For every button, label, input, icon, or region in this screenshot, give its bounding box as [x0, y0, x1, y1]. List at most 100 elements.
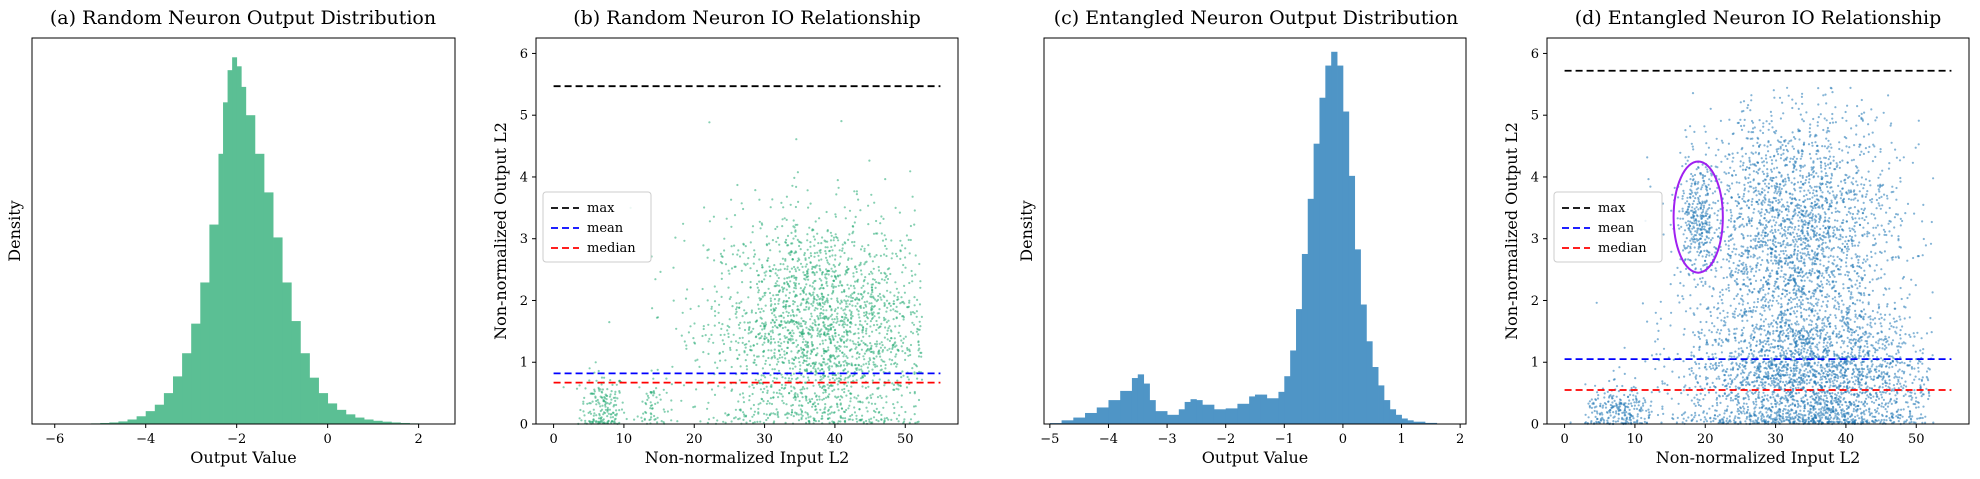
- scatter-point: [793, 176, 796, 179]
- scatter-point: [597, 401, 600, 404]
- scatter-point: [894, 355, 897, 358]
- scatter-point: [802, 375, 805, 378]
- scatter-point: [812, 281, 815, 284]
- scatter-point: [1853, 189, 1856, 192]
- scatter-point: [820, 242, 823, 245]
- scatter-point: [1702, 243, 1705, 246]
- scatter-point: [1699, 207, 1702, 210]
- scatter-point: [604, 408, 608, 411]
- scatter-point: [720, 255, 723, 258]
- scatter-point: [707, 323, 710, 326]
- scatter-point: [798, 244, 801, 248]
- scatter-point: [1771, 162, 1774, 165]
- scatter-point: [890, 239, 893, 242]
- scatter-point: [755, 282, 759, 286]
- scatter-point: [1914, 146, 1917, 149]
- scatter-point: [872, 324, 876, 327]
- scatter-point: [1737, 202, 1740, 205]
- scatter-point: [1700, 250, 1703, 253]
- scatter-point: [764, 359, 768, 362]
- scatter-point: [1882, 111, 1885, 114]
- scatter-point: [1815, 297, 1818, 300]
- scatter-point: [1730, 217, 1733, 220]
- scatter-point: [1812, 189, 1815, 192]
- scatter-point: [832, 263, 835, 267]
- scatter-point: [598, 414, 601, 417]
- scatter-point: [810, 312, 813, 315]
- scatter-point: [1751, 137, 1754, 140]
- scatter-point: [1697, 254, 1700, 257]
- scatter-point: [1791, 170, 1794, 174]
- scatter-point: [859, 304, 862, 308]
- scatter-point: [870, 312, 873, 315]
- scatter-point: [1799, 174, 1802, 177]
- scatter-point: [817, 295, 820, 298]
- scatter-point: [767, 257, 770, 260]
- scatter-point: [1846, 242, 1849, 246]
- scatter-point: [904, 256, 907, 259]
- scatter-point: [777, 415, 780, 419]
- scatter-point: [1906, 202, 1910, 205]
- scatter-point: [866, 344, 869, 347]
- scatter-point: [1821, 272, 1824, 275]
- x-tick-label: −2: [1216, 432, 1235, 447]
- scatter-point: [736, 183, 739, 187]
- scatter-point: [838, 323, 841, 326]
- scatter-point: [1704, 130, 1707, 133]
- scatter-point: [1777, 302, 1780, 305]
- scatter-point: [1813, 262, 1816, 265]
- scatter-point: [883, 253, 886, 256]
- scatter-point: [1823, 236, 1826, 239]
- scatter-point: [602, 411, 606, 414]
- scatter-point: [802, 353, 805, 356]
- scatter-point: [1794, 102, 1797, 105]
- scatter-point: [749, 349, 753, 352]
- scatter-point: [846, 283, 849, 286]
- scatter-point: [889, 291, 892, 294]
- scatter-point: [895, 287, 899, 290]
- scatter-point: [743, 309, 746, 312]
- scatter-point: [801, 351, 804, 354]
- scatter-point: [1764, 293, 1767, 296]
- scatter-point: [1832, 159, 1835, 162]
- scatter-point: [769, 330, 772, 333]
- scatter-point: [1743, 308, 1746, 311]
- scatter-point: [736, 291, 739, 294]
- scatter-point: [724, 359, 727, 362]
- scatter-point: [893, 294, 896, 297]
- scatter-point: [744, 245, 747, 248]
- scatter-point: [1781, 101, 1784, 104]
- scatter-point: [763, 278, 766, 281]
- scatter-point: [1817, 87, 1820, 90]
- scatter-point: [1821, 145, 1824, 148]
- histogram-bar: [1120, 390, 1133, 424]
- scatter-point: [1880, 195, 1883, 198]
- scatter-point: [1761, 231, 1764, 234]
- scatter-point: [1706, 217, 1709, 220]
- scatter-point: [849, 397, 852, 400]
- scatter-point: [814, 306, 817, 310]
- scatter-point: [885, 401, 888, 404]
- scatter-point: [655, 396, 658, 399]
- scatter-point: [1703, 225, 1706, 228]
- x-tick-label: −5: [1040, 432, 1059, 447]
- scatter-point: [1696, 231, 1699, 234]
- scatter-point: [1692, 215, 1695, 218]
- scatter-point: [588, 402, 591, 405]
- scatter-point: [1858, 285, 1861, 288]
- scatter-point: [816, 251, 819, 254]
- scatter-point: [902, 337, 905, 340]
- scatter-point: [771, 329, 774, 332]
- scatter-point: [1794, 282, 1797, 285]
- scatter-point: [1853, 244, 1857, 247]
- scatter-point: [1697, 198, 1700, 201]
- scatter-point: [1786, 201, 1789, 204]
- scatter-point: [1862, 226, 1865, 229]
- scatter-point: [1725, 276, 1729, 279]
- scatter-point: [832, 279, 836, 283]
- scatter-point: [879, 394, 882, 397]
- scatter-point: [773, 376, 776, 380]
- scatter-point: [891, 382, 894, 385]
- panel-3: (c) Entangled Neuron Output Distribution…: [1017, 7, 1467, 467]
